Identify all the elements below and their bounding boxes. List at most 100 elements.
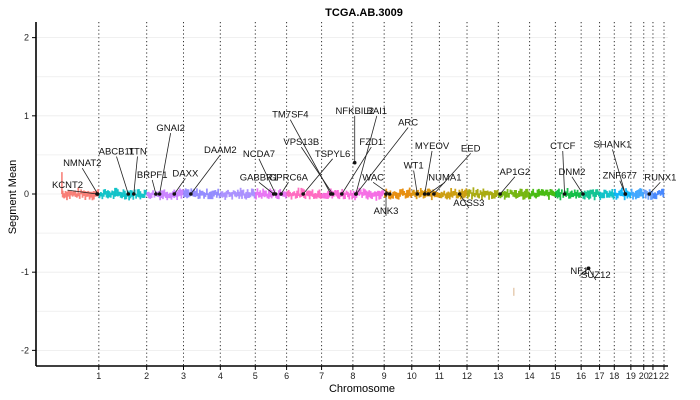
segment-point	[227, 189, 229, 195]
segment-point	[540, 189, 543, 196]
segment-points	[61, 172, 665, 296]
segment-point	[162, 190, 164, 200]
segment-point	[476, 188, 479, 198]
segment-point	[317, 190, 319, 198]
segment-point	[102, 189, 105, 197]
segment-point	[485, 190, 488, 196]
segment-point	[136, 189, 139, 197]
y-axis-label: Segment Mean	[7, 160, 19, 235]
segment-point	[191, 190, 194, 197]
segment-point	[553, 191, 556, 197]
segment-point	[153, 193, 156, 198]
segment-point	[297, 187, 300, 197]
gene-point	[352, 160, 357, 165]
segment-point	[546, 189, 549, 197]
segment-point	[532, 188, 535, 196]
segment-point	[508, 192, 510, 198]
segment-point	[111, 190, 114, 196]
gene-label: TTN	[128, 146, 147, 157]
segment-point	[238, 191, 241, 199]
segment-point	[149, 193, 152, 199]
segment-point	[510, 190, 513, 195]
segment-point	[527, 191, 530, 200]
gene-label: FZD1	[359, 137, 383, 148]
segment-point	[259, 190, 262, 198]
segment-point	[481, 191, 483, 200]
segment-point	[639, 188, 642, 197]
gene-label: ANK3	[374, 206, 399, 217]
segment-point	[169, 192, 171, 199]
segment-point	[239, 187, 242, 197]
segment-point	[294, 193, 297, 199]
segment-point	[478, 193, 481, 199]
segment-point	[265, 190, 267, 197]
gene-point	[432, 192, 436, 196]
segment-point	[150, 192, 153, 199]
segment-point	[262, 188, 265, 197]
segment-point	[187, 189, 190, 198]
segment-point	[646, 191, 648, 196]
segment-point	[516, 193, 519, 199]
gene-label: DAAM2	[204, 145, 237, 156]
segment-point	[138, 189, 140, 198]
segment-point	[529, 193, 532, 200]
segment-point	[570, 190, 573, 198]
segment-point	[263, 190, 266, 198]
segment-point	[439, 193, 441, 199]
segment-point	[77, 187, 80, 197]
segment-point	[626, 190, 629, 199]
segment-point	[488, 191, 490, 200]
segment-point	[243, 193, 246, 199]
segment-point	[585, 191, 588, 197]
segment-point	[249, 192, 252, 198]
segment-point	[197, 193, 200, 200]
segment-point	[135, 193, 138, 199]
segment-point	[352, 190, 355, 198]
gene-label: NMNAT2	[63, 158, 101, 169]
segment-point	[291, 192, 294, 197]
x-tick-label: 21	[648, 371, 658, 381]
segment-point	[462, 191, 465, 199]
segment-point	[518, 190, 520, 197]
segment-point	[654, 192, 656, 199]
segment-point	[414, 191, 417, 198]
segment-point	[473, 192, 476, 198]
y-tick-label: 0	[24, 189, 29, 199]
segment-point	[84, 191, 87, 201]
segment-point	[269, 188, 272, 198]
segment-point	[346, 191, 349, 198]
segment-point	[596, 189, 599, 195]
gene-label: CTCF	[550, 141, 576, 152]
segment-point	[104, 189, 107, 195]
segment-point	[437, 192, 440, 198]
segment-point	[298, 193, 301, 198]
segment-point	[403, 191, 406, 196]
gene-label: WAC	[362, 172, 384, 183]
segment-point	[610, 191, 612, 197]
segment-point	[184, 188, 187, 197]
gene-point	[154, 192, 158, 196]
x-tick-label: 16	[576, 371, 586, 381]
segment-point	[615, 192, 618, 200]
gene-label: TSPYL6	[315, 149, 350, 160]
segment-point	[558, 188, 560, 198]
segment-point	[213, 190, 215, 197]
x-tick-label: 14	[525, 371, 535, 381]
gene-point	[384, 192, 388, 196]
segment-point	[404, 192, 407, 199]
segment-point	[289, 191, 291, 197]
segment-point	[513, 190, 516, 198]
segment-point	[486, 190, 489, 196]
gene-point	[330, 192, 335, 196]
segment-point	[220, 191, 222, 197]
y-tick-label: 2	[24, 33, 29, 43]
gene-point	[189, 192, 193, 196]
segment-point	[569, 191, 572, 199]
gene-point	[131, 192, 136, 196]
gene-leader-line	[302, 158, 333, 195]
segment-point	[232, 190, 235, 195]
segment-point	[186, 189, 188, 199]
gene-label: TM7SF4	[272, 110, 308, 121]
segment-point	[491, 191, 493, 199]
segment-point	[602, 192, 604, 199]
